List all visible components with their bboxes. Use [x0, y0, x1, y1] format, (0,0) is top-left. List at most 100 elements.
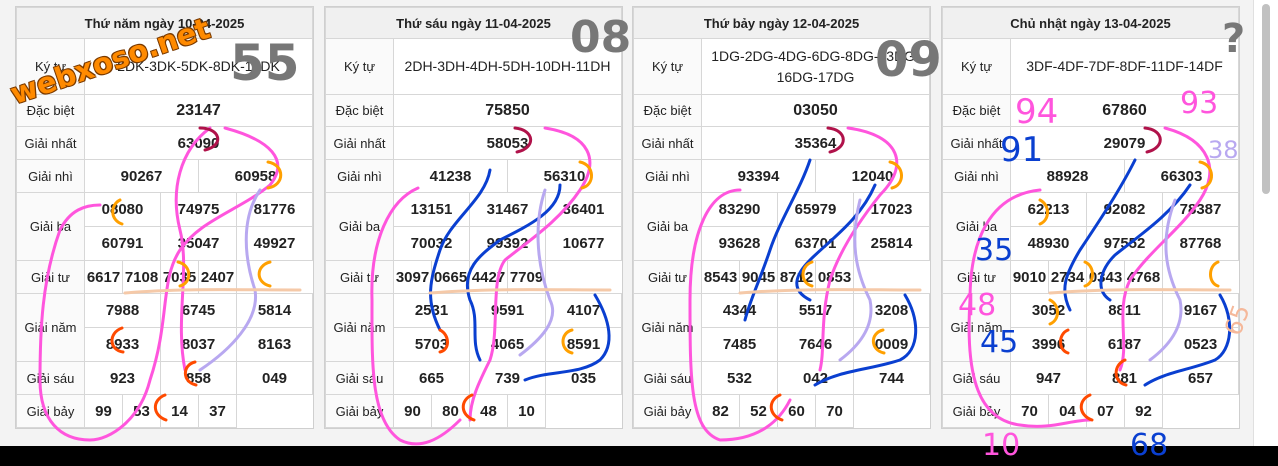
prize-label: Giải nhất	[942, 126, 1011, 160]
prize-label: Giải nhì	[633, 159, 702, 193]
handwritten-note: 55	[230, 34, 300, 92]
prize-label: Giải sáu	[16, 361, 85, 395]
prize-number: 41238	[393, 159, 508, 193]
prize-label: Đặc biệt	[325, 94, 394, 127]
prize-number: 31467	[469, 192, 546, 227]
handwritten-note: 08	[570, 12, 632, 63]
scrollbar-thumb[interactable]	[1262, 4, 1270, 194]
prize-number: 37	[198, 394, 237, 428]
prize-number: 2407	[198, 260, 237, 294]
prize-number: 4768	[1124, 260, 1163, 294]
prize-number: 81776	[236, 192, 313, 227]
prize-number: 923	[84, 361, 161, 395]
handwritten-note: 48	[958, 288, 997, 323]
prize-label: Giải năm	[16, 293, 85, 362]
prize-number: 744	[853, 361, 930, 395]
prize-number: 5517	[777, 293, 854, 328]
prize-label: Giải ba	[16, 192, 85, 261]
prize-number: 5814	[236, 293, 313, 328]
prize-number: 0665	[431, 260, 470, 294]
prize-number: 7035	[160, 260, 199, 294]
prize-number: 3097	[393, 260, 432, 294]
prize-number: 70032	[393, 226, 470, 261]
prize-number: 70	[1010, 394, 1049, 428]
kytu-label: Ký tự	[942, 38, 1011, 95]
prize-number: 0343	[1086, 260, 1125, 294]
prize-label: Giải bảy	[633, 394, 702, 428]
prize-number: 99	[84, 394, 123, 428]
prize-label: Giải năm	[633, 293, 702, 362]
prize-label: Giải tư	[325, 260, 394, 294]
prize-number: 2734	[1048, 260, 1087, 294]
prize-label: Giải tư	[633, 260, 702, 294]
prize-number: 60	[777, 394, 816, 428]
prize-number: 92082	[1086, 192, 1163, 227]
prize-number: 5703	[393, 327, 470, 362]
prize-label: Đặc biệt	[16, 94, 85, 127]
prize-number: 90	[393, 394, 432, 428]
prize-label: Giải nhất	[16, 126, 85, 160]
kytu-value: 1DG-2DG-4DG-6DG-8DG-13DG-16DG-17DG	[701, 38, 930, 95]
vertical-scrollbar[interactable]	[1253, 0, 1278, 446]
prize-number: 93394	[701, 159, 816, 193]
handwritten-note: 68	[1130, 428, 1169, 463]
handwritten-note: 09	[875, 32, 942, 88]
board-date: Thứ sáu ngày 11-04-2025	[325, 7, 622, 39]
prize-number: 4065	[469, 327, 546, 362]
prize-number: 12040	[815, 159, 930, 193]
prize-number: 87768	[1162, 226, 1239, 261]
results-board: Chủ nhật ngày 13-04-2025 Ký tự 3DF-4DF-7DF…	[941, 6, 1240, 429]
prize-number: 35047	[160, 226, 237, 261]
prize-number: 04	[1048, 394, 1087, 428]
prize-number: 4344	[701, 293, 778, 328]
handwritten-note: 38	[1208, 136, 1239, 164]
kytu-value: 2DH-3DH-4DH-5DH-10DH-11DH	[393, 38, 622, 95]
prize-label: Đặc biệt	[633, 94, 702, 127]
prize-label: Giải nhì	[942, 159, 1011, 193]
prize-number: 532	[701, 361, 778, 395]
prize-number: 25814	[853, 226, 930, 261]
prize-number: 36401	[545, 192, 622, 227]
prize-number: 7988	[84, 293, 161, 328]
prize-number: 8037	[160, 327, 237, 362]
prize-number: 3996	[1010, 327, 1087, 362]
special-prize-number: 67860	[1010, 94, 1239, 127]
prize-label: Giải sáu	[942, 361, 1011, 395]
prize-number: 0853	[815, 260, 854, 294]
prize-number: 53	[122, 394, 161, 428]
prize-number: 947	[1010, 361, 1087, 395]
prize-number: 80	[431, 394, 470, 428]
prize-number: 35364	[701, 126, 930, 160]
prize-number: 8591	[545, 327, 622, 362]
bottom-bar	[0, 446, 1278, 466]
prize-number: 52	[739, 394, 778, 428]
prize-label: Giải tư	[16, 260, 85, 294]
prize-number: 7646	[777, 327, 854, 362]
prize-number: 10677	[545, 226, 622, 261]
prize-number: 74975	[160, 192, 237, 227]
prize-number: 60791	[84, 226, 161, 261]
kytu-label: Ký tự	[633, 38, 702, 95]
prize-number: 8811	[1086, 293, 1163, 328]
prize-number: 4427	[469, 260, 508, 294]
prize-label: Giải năm	[325, 293, 394, 362]
prize-number: 9010	[1010, 260, 1049, 294]
prize-number: 6187	[1086, 327, 1163, 362]
prize-number: 657	[1162, 361, 1239, 395]
prize-number: 49927	[236, 226, 313, 261]
prize-number: 83290	[701, 192, 778, 227]
prize-number: 14	[160, 394, 199, 428]
kytu-value: 2DK-3DK-5DK-8DK-15DK	[84, 38, 313, 95]
prize-number: 042	[777, 361, 854, 395]
results-board: Thứ sáu ngày 11-04-2025 Ký tự 2DH-3DH-4DH-…	[324, 6, 623, 429]
prize-number: 858	[160, 361, 237, 395]
prize-number: 82	[701, 394, 740, 428]
prize-number: 08080	[84, 192, 161, 227]
prize-number: 56310	[507, 159, 622, 193]
prize-number: 049	[236, 361, 313, 395]
handwritten-note: 93	[1180, 86, 1219, 121]
prize-label: Giải bảy	[942, 394, 1011, 428]
prize-number: 8163	[236, 327, 313, 362]
prize-number: 62213	[1010, 192, 1087, 227]
prize-number: 78387	[1162, 192, 1239, 227]
